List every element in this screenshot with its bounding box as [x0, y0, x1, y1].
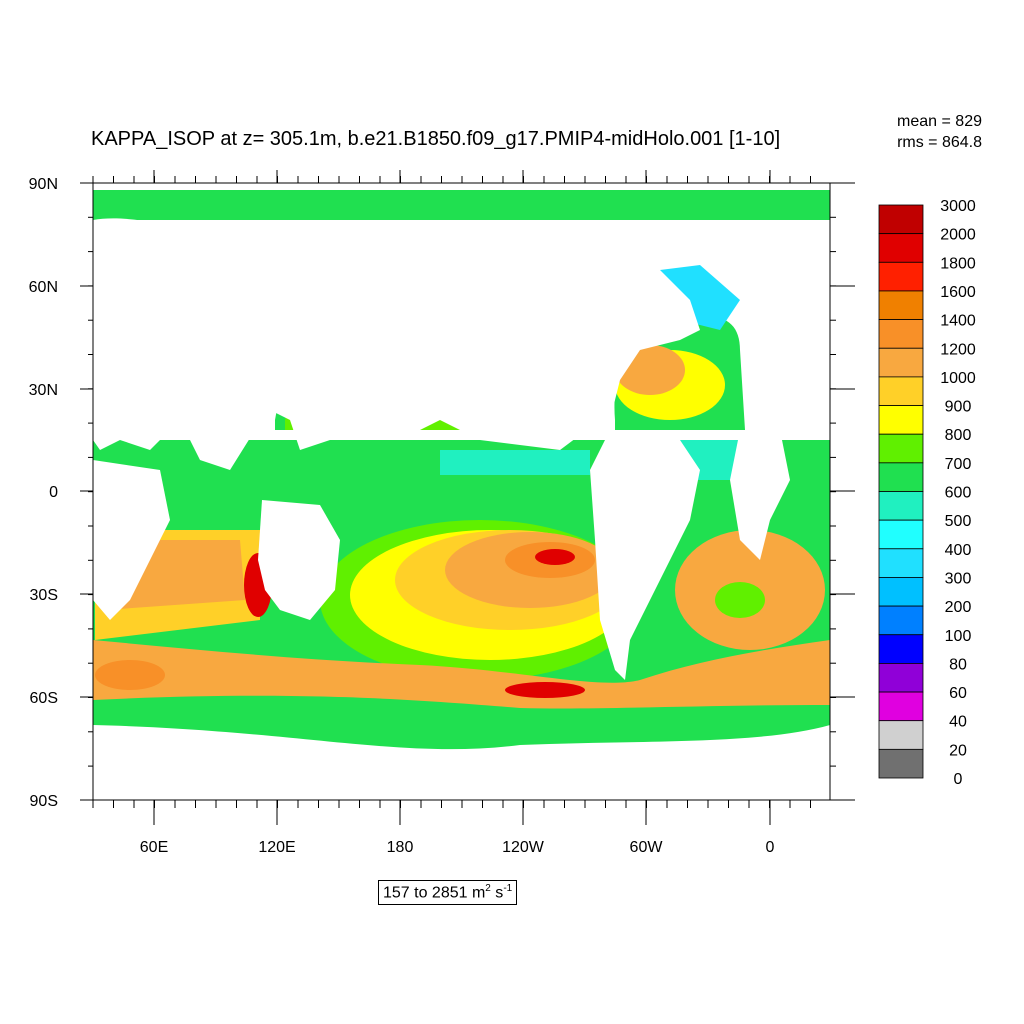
colorbar-swatch: [878, 204, 924, 235]
colorbar-swatch: [878, 605, 924, 636]
lat-label: 30N: [29, 382, 58, 399]
colorbar-swatch: [878, 577, 924, 607]
colorbar-swatch: [878, 261, 924, 292]
colorbar-label: 800: [945, 427, 972, 444]
colorbar-label: 60: [949, 685, 967, 702]
colorbar-swatch: [878, 319, 924, 349]
mean-stat: mean = 829: [897, 113, 982, 130]
colorbar-label: 40: [949, 714, 967, 731]
antarctica-land: [93, 725, 830, 800]
range-exp2: -1: [503, 883, 513, 894]
colorbar-swatch: [878, 634, 924, 664]
southern-indian-1400: [95, 660, 165, 690]
range-exp1: 2: [485, 883, 491, 894]
lon-label: 180: [387, 839, 414, 856]
west-africa-land: [730, 430, 790, 560]
colorbar-label: 0: [954, 771, 963, 788]
colorbar-label: 100: [945, 628, 972, 645]
colorbar-label: 300: [945, 570, 972, 587]
colorbar-swatch: [878, 519, 924, 550]
colorbar-label: 80: [949, 656, 967, 673]
lat-label: 60S: [30, 690, 58, 707]
plot-title: KAPPA_ISOP at z= 305.1m, b.e21.B1850.f09…: [91, 128, 781, 150]
lon-label: 60W: [630, 839, 664, 856]
eq-pacific-600: [440, 450, 590, 475]
colorbar-swatch: [878, 405, 924, 435]
lat-label: 90N: [29, 176, 58, 193]
latitude-labels: 90N 60N 30N 0 30S 60S 90S: [29, 176, 58, 810]
colorbar-label: 500: [945, 513, 972, 530]
colorbar-swatch: [878, 347, 924, 378]
colorbar-swatch: [878, 748, 924, 779]
south-america-land: [590, 430, 700, 680]
colorbar-label: 1800: [940, 255, 976, 272]
colorbar-label: 1200: [940, 341, 976, 358]
lon-label: 0: [766, 839, 775, 856]
colorbar-swatch: [878, 663, 924, 693]
colorbar-label: 1600: [940, 284, 976, 301]
colorbar-swatch: [878, 491, 924, 521]
axis-ticks: [80, 170, 855, 825]
colorbar-label: 600: [945, 485, 972, 502]
arctic-ocean: [93, 190, 830, 220]
range-mid: s: [490, 884, 504, 902]
colorbar-label: 200: [945, 599, 972, 616]
colorbar-swatch: [878, 376, 924, 406]
lat-label: 30S: [30, 587, 58, 604]
colorbar-label: 400: [945, 542, 972, 559]
south-atlantic-800: [715, 582, 765, 618]
lat-label: 90S: [30, 793, 58, 810]
colorbar-label: 3000: [940, 198, 976, 215]
colorbar: 3000200018001600140012001000900800700600…: [878, 198, 976, 788]
colorbar-label: 700: [945, 456, 972, 473]
lon-label: 120W: [502, 839, 545, 856]
colorbar-swatch: [878, 433, 924, 464]
rms-stat: rms = 864.8: [897, 134, 982, 151]
lon-label: 120E: [258, 839, 295, 856]
africa-land: [93, 460, 170, 620]
southern-ocean-2000: [505, 682, 585, 698]
lat-label: 0: [49, 484, 58, 501]
longitude-labels: 60E 120E 180 120W 60W 0: [140, 839, 775, 856]
australia-land: [258, 500, 340, 620]
range-prefix: 157 to 2851 m: [383, 884, 486, 902]
colorbar-label: 2000: [940, 227, 976, 244]
colorbar-label: 1400: [940, 313, 976, 330]
colorbar-swatch: [878, 691, 924, 722]
south-pacific-2000: [535, 549, 575, 565]
colorbar-label: 900: [945, 399, 972, 416]
colorbar-label: 1000: [940, 370, 976, 387]
ocean-field: [93, 183, 830, 800]
range-label: 157 to 2851 m2 s-1: [378, 880, 518, 906]
colorbar-swatch: [878, 548, 924, 578]
colorbar-swatch: [878, 720, 924, 750]
colorbar-swatch: [878, 290, 924, 321]
southern-ocean-1200: [93, 640, 830, 709]
north-america-land: [490, 240, 700, 430]
lat-label: 60N: [29, 279, 58, 296]
colorbar-swatch: [878, 462, 924, 492]
colorbar-swatch: [878, 233, 924, 263]
colorbar-label: 20: [949, 742, 967, 759]
lon-label: 60E: [140, 839, 168, 856]
